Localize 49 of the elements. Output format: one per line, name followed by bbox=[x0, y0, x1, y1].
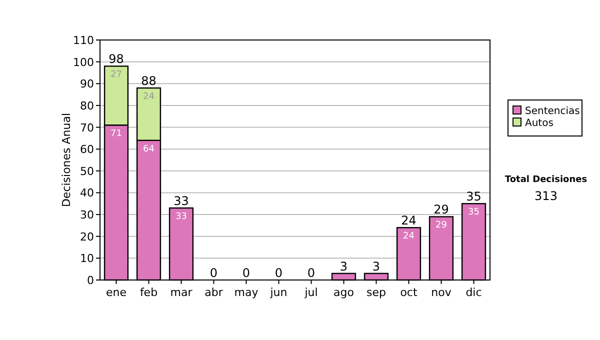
text: 313 bbox=[534, 189, 558, 203]
y-tick-label: 110 bbox=[73, 34, 94, 47]
total-label: 35 bbox=[466, 190, 482, 204]
total-label: 0 bbox=[307, 266, 316, 280]
total-label: 24 bbox=[401, 214, 416, 228]
total-label: 0 bbox=[274, 266, 283, 280]
x-tick-label: mar bbox=[170, 286, 193, 299]
total-label: 88 bbox=[141, 74, 156, 88]
data-label: 71 bbox=[110, 129, 122, 140]
total-label: 29 bbox=[434, 202, 449, 217]
y-tick-label: 0 bbox=[87, 274, 94, 287]
data-label: 29 bbox=[436, 220, 448, 231]
y-tick-label: 40 bbox=[80, 186, 94, 200]
y-tick-label: 80 bbox=[80, 99, 94, 112]
y-tick-label: 60 bbox=[80, 143, 94, 156]
data-label: 24 bbox=[143, 92, 155, 102]
text: Total Decisiones bbox=[504, 175, 588, 185]
y-tick-label: 100 bbox=[73, 56, 94, 69]
total-label: 3 bbox=[372, 259, 380, 274]
data-label: 24 bbox=[403, 232, 415, 242]
total-label: 0 bbox=[210, 266, 218, 280]
x-tick-label: abr bbox=[204, 286, 224, 299]
x-tick-label: feb bbox=[140, 286, 158, 299]
x-tick-label: ene bbox=[106, 286, 127, 299]
x-tick-label: jul bbox=[304, 286, 318, 299]
y-axis-title: Decisiones Anual bbox=[60, 112, 73, 208]
y-tick-label: 30 bbox=[80, 208, 94, 222]
total-label: 33 bbox=[174, 194, 189, 208]
x-tick-label: dic bbox=[466, 286, 482, 299]
legend-label: Autos bbox=[525, 118, 554, 129]
total-label: 0 bbox=[242, 266, 250, 280]
y-tick-label: 50 bbox=[80, 164, 94, 178]
y-tick-label: 10 bbox=[80, 252, 94, 266]
y-tick-label: 70 bbox=[80, 121, 94, 134]
y-tick-label: 90 bbox=[80, 78, 94, 91]
x-tick-label: nov bbox=[431, 286, 452, 299]
data-label: 35 bbox=[468, 208, 480, 218]
data-label: 27 bbox=[110, 70, 122, 80]
x-tick-label: oct bbox=[400, 286, 418, 299]
data-label: 33 bbox=[176, 212, 187, 222]
legend-label: Sentencias bbox=[525, 106, 580, 117]
total-label: 98 bbox=[108, 52, 124, 66]
x-tick-label: sep bbox=[366, 286, 386, 299]
x-tick-label: ago bbox=[334, 286, 354, 299]
y-tick-label: 20 bbox=[80, 230, 94, 244]
data-label: 64 bbox=[143, 144, 155, 154]
x-tick-label: jun bbox=[269, 286, 288, 299]
x-tick-label: may bbox=[234, 286, 259, 299]
total-label: 3 bbox=[340, 259, 348, 274]
